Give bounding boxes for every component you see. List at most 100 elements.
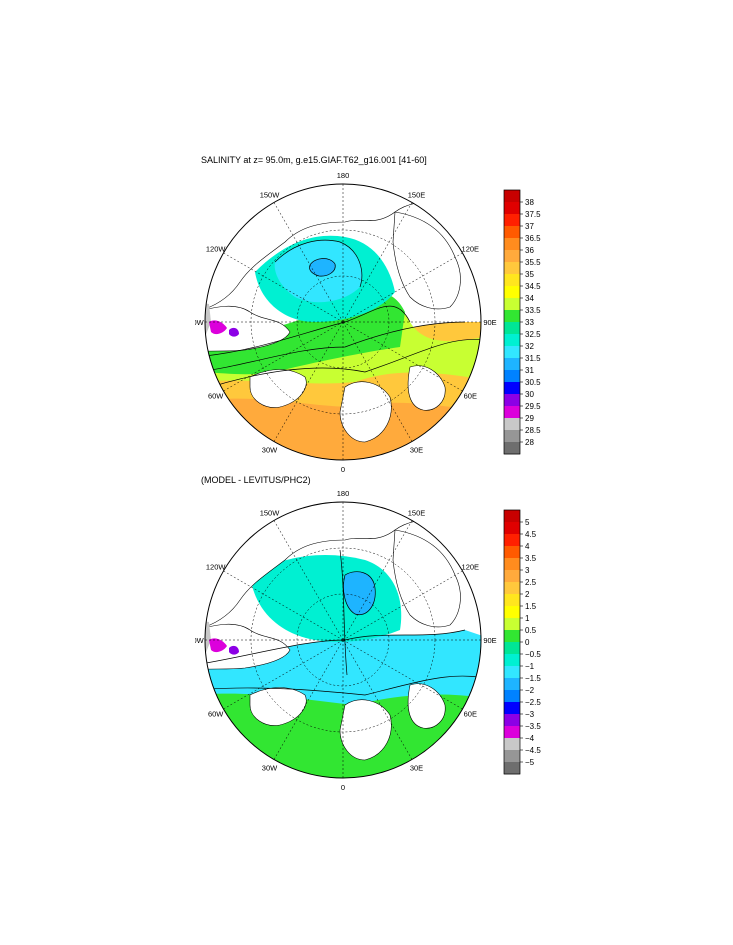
colorbar-swatch: [504, 322, 520, 335]
colorbar-swatch: [504, 238, 520, 251]
meridian-label: 180: [337, 172, 350, 180]
colorbar-label: 5: [525, 518, 530, 527]
colorbar-swatch: [504, 394, 520, 407]
colorbar-swatch: [504, 382, 520, 395]
colorbar-label: 30: [525, 390, 534, 399]
colorbar-swatch: [504, 606, 520, 619]
meridian-label: 150E: [408, 509, 426, 518]
colorbar-swatch: [504, 726, 520, 739]
colorbar-label: 35.5: [525, 258, 541, 267]
meridian-label: 150E: [408, 191, 426, 200]
colorbar-swatch: [504, 642, 520, 655]
meridian-label: 150W: [260, 191, 281, 200]
colorbar-label: 2: [525, 590, 530, 599]
colorbar-swatch: [504, 522, 520, 535]
colorbar-label: 4.5: [525, 530, 537, 539]
colorbar-label: −1: [525, 662, 535, 671]
colorbar-label: 4: [525, 542, 530, 551]
meridian-label: 90W: [195, 636, 205, 645]
meridian-label: 60W: [208, 710, 224, 719]
colorbar-label: 38: [525, 198, 534, 207]
colorbar-label: 29: [525, 414, 534, 423]
colorbar-swatch: [504, 274, 520, 287]
meridian-label: 90E: [483, 636, 496, 645]
colorbar-label: 37: [525, 222, 534, 231]
colorbar-label: 31: [525, 366, 534, 375]
colorbar-swatch: [504, 406, 520, 419]
meridian-label: 120E: [462, 245, 480, 254]
colorbar-label: 0.5: [525, 626, 537, 635]
colorbar-swatch: [504, 418, 520, 431]
meridian-label: 60E: [464, 392, 477, 401]
colorbar-label: 29.5: [525, 402, 541, 411]
colorbar-label: 1.5: [525, 602, 537, 611]
colorbar-swatch: [504, 190, 520, 203]
colorbar-swatch: [504, 262, 520, 275]
colorbar-label: −2: [525, 686, 535, 695]
colorbar-label: 32.5: [525, 330, 541, 339]
colorbar-swatch: [504, 442, 520, 455]
salinity-colorbar: 38 37.5 37 36.5 36 35.5 35 34.5 34 33.5 33 32.5 32 31…: [503, 189, 541, 455]
colorbar-label: 28.5: [525, 426, 541, 435]
colorbar-swatch: [504, 250, 520, 263]
colorbar-swatch: [504, 750, 520, 763]
colorbar-swatch: [504, 678, 520, 691]
meridian-label: 60W: [208, 392, 224, 401]
colorbar-swatch: [504, 358, 520, 371]
meridian-label: 120E: [462, 563, 480, 572]
panel-2-title: (MODEL - LEVITUS/PHC2): [201, 475, 311, 485]
colorbar-label: 35: [525, 270, 534, 279]
colorbar-label: −4: [525, 734, 535, 743]
colorbar-label: 28: [525, 438, 534, 447]
colorbar-swatch: [504, 690, 520, 703]
colorbar-label: −2.5: [525, 698, 541, 707]
meridian-label: 0: [341, 783, 345, 790]
colorbar-swatch: [504, 570, 520, 583]
colorbar-label: 33: [525, 318, 534, 327]
colorbar-label: 33.5: [525, 306, 541, 315]
colorbar-label: −3.5: [525, 722, 541, 731]
colorbar-swatch: [504, 618, 520, 631]
meridian-label: 30W: [262, 445, 278, 454]
colorbar-swatch: [504, 738, 520, 751]
colorbar-swatch: [504, 298, 520, 311]
colorbar-swatch: [504, 582, 520, 595]
meridian-label: 90W: [195, 318, 205, 327]
colorbar-swatch: [504, 286, 520, 299]
colorbar-swatch: [504, 654, 520, 667]
colorbar-label: 37.5: [525, 210, 541, 219]
colorbar-label: 30.5: [525, 378, 541, 387]
meridian-label: 150W: [260, 509, 281, 518]
colorbar-label: −5: [525, 758, 535, 767]
colorbar-label: 2.5: [525, 578, 537, 587]
colorbar-label: 3: [525, 566, 530, 575]
colorbar-swatch: [504, 430, 520, 443]
meridian-label: 30W: [262, 763, 278, 772]
colorbar-swatch: [504, 762, 520, 775]
colorbar-swatch: [504, 714, 520, 727]
colorbar-label: 1: [525, 614, 530, 623]
colorbar-swatch: [504, 558, 520, 571]
colorbar-label: 31.5: [525, 354, 541, 363]
colorbar-label: 34.5: [525, 282, 541, 291]
colorbar-label: 34: [525, 294, 534, 303]
colorbar-swatch: [504, 534, 520, 547]
colorbar-label: 32: [525, 342, 534, 351]
meridian-label: 30E: [410, 445, 423, 454]
salinity-map: 180 150E 120E 90E 60E 30E 0 30W 60W 90W 120W 150W: [195, 172, 497, 472]
colorbar-label: 3.5: [525, 554, 537, 563]
colorbar-swatch: [504, 630, 520, 643]
meridian-label: 90E: [483, 318, 496, 327]
colorbar-swatch: [504, 702, 520, 715]
meridian-label: 180: [337, 490, 350, 498]
colorbar-swatch: [504, 546, 520, 559]
colorbar-label: 0: [525, 638, 530, 647]
colorbar-swatch: [504, 510, 520, 523]
colorbar-swatch: [504, 202, 520, 215]
difference-map: 180 150E 120E 90E 60E 30E 0 30W 60W 90W 120W 150W: [195, 490, 497, 790]
panel-1-title: SALINITY at z= 95.0m, g.e15.GIAF.T62_g16…: [201, 155, 427, 165]
colorbar-swatch: [504, 594, 520, 607]
colorbar-label: −4.5: [525, 746, 541, 755]
difference-colorbar: 5 4.5 4 3.5 3 2.5 2 1.5 1 0.5 0 −0.5 −1 −1.5 −2 −2.5 −3 −…: [503, 509, 541, 775]
meridian-label: 120W: [206, 245, 227, 254]
